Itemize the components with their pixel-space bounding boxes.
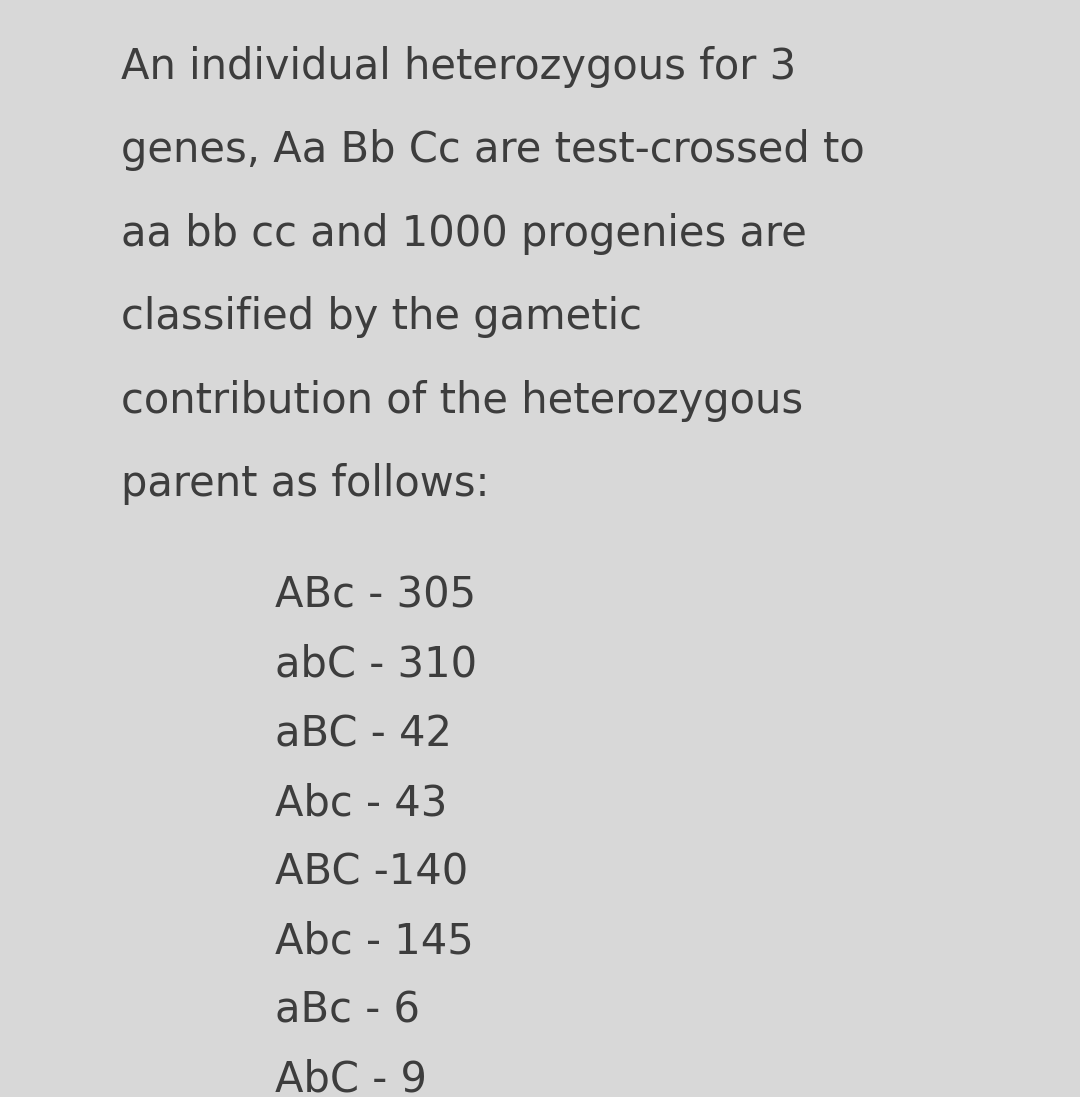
- Text: ABC -140: ABC -140: [275, 851, 469, 893]
- Text: aBC - 42: aBC - 42: [275, 713, 453, 755]
- Text: classified by the gametic: classified by the gametic: [121, 296, 642, 338]
- Text: parent as follows:: parent as follows:: [121, 463, 489, 505]
- Text: aa bb cc and 1000 progenies are: aa bb cc and 1000 progenies are: [121, 213, 807, 255]
- Text: genes, Aa Bb Cc are test-crossed to: genes, Aa Bb Cc are test-crossed to: [121, 129, 865, 171]
- Text: abC - 310: abC - 310: [275, 644, 477, 686]
- Text: ABc - 305: ABc - 305: [275, 575, 476, 617]
- Text: AbC - 9: AbC - 9: [275, 1059, 428, 1097]
- Text: aBc - 6: aBc - 6: [275, 989, 420, 1031]
- Text: contribution of the heterozygous: contribution of the heterozygous: [121, 380, 804, 421]
- Text: Abc - 145: Abc - 145: [275, 920, 474, 962]
- Text: Abc - 43: Abc - 43: [275, 782, 448, 824]
- Text: An individual heterozygous for 3: An individual heterozygous for 3: [121, 46, 796, 88]
